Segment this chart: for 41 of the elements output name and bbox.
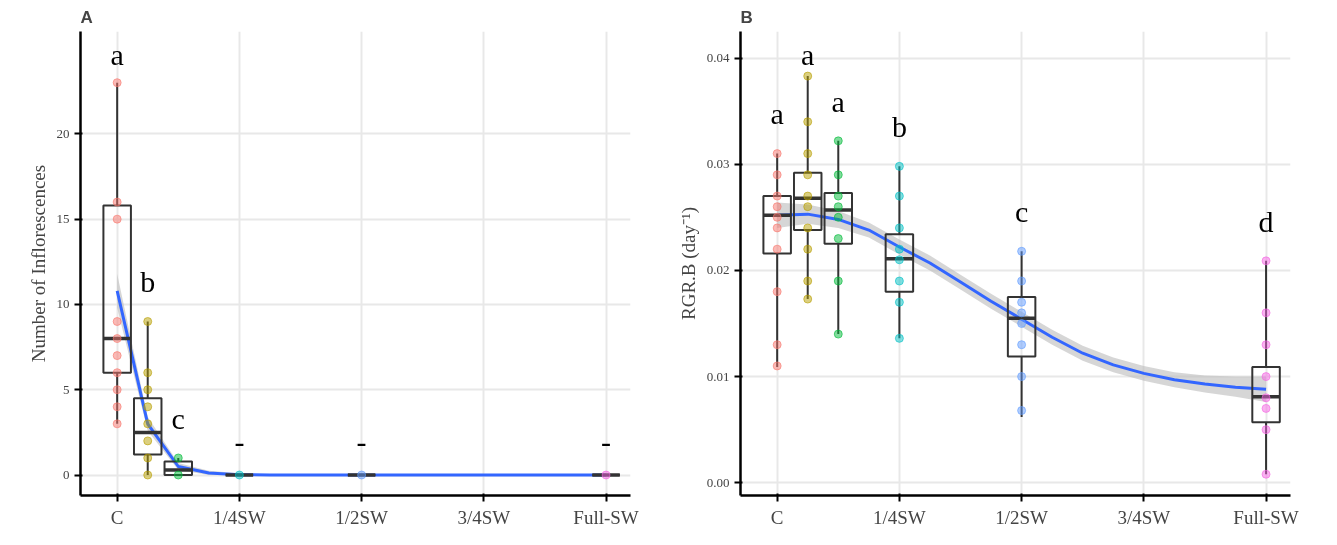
x-tick-label: C bbox=[770, 506, 784, 528]
chart-title: B bbox=[740, 7, 753, 27]
annotation: b bbox=[140, 265, 156, 299]
annotation: - bbox=[601, 424, 612, 458]
y-tick-label: 0.02 bbox=[706, 262, 730, 278]
annotation: b bbox=[891, 110, 907, 144]
x-tick-label: Full-SW bbox=[573, 506, 639, 528]
annotation: - bbox=[356, 424, 367, 458]
annotation: c bbox=[171, 401, 185, 435]
x-tick-label: 1/4SW bbox=[873, 506, 926, 528]
y-tick-label: 0.00 bbox=[706, 474, 730, 490]
y-tick-label: 15 bbox=[56, 211, 70, 227]
x-tick-label: 3/4SW bbox=[1117, 506, 1171, 528]
annotation: d bbox=[1258, 204, 1274, 238]
y-tick-label: 5 bbox=[63, 381, 70, 397]
y-tick-label: 10 bbox=[56, 296, 70, 312]
y-axis-title: Number of Inflorescences bbox=[27, 164, 49, 363]
x-tick-label: Full-SW bbox=[1233, 506, 1299, 528]
x-tick-label: 3/4SW bbox=[457, 506, 511, 528]
chart-title: A bbox=[80, 7, 93, 27]
y-tick-label: 0.01 bbox=[706, 368, 730, 384]
y-tick-label: 0 bbox=[63, 467, 70, 483]
x-tick-label: 1/4SW bbox=[213, 506, 266, 528]
x-tick-label: C bbox=[110, 506, 124, 528]
annotation: a bbox=[801, 37, 815, 71]
point bbox=[357, 470, 367, 480]
x-tick-label: 1/2SW bbox=[995, 506, 1049, 528]
point bbox=[112, 419, 122, 429]
point bbox=[234, 470, 244, 480]
point bbox=[112, 402, 122, 412]
y-tick-label: 0.03 bbox=[706, 156, 730, 172]
annotation: a bbox=[110, 37, 124, 71]
y-axis-title: RGR.B (day⁻¹) bbox=[677, 206, 700, 321]
annotation: a bbox=[770, 97, 784, 131]
y-tick-label: 20 bbox=[56, 125, 70, 141]
y-tick-label: 0.04 bbox=[706, 50, 730, 66]
annotation: - bbox=[234, 424, 245, 458]
annotation: a bbox=[831, 84, 845, 118]
x-tick-label: 1/2SW bbox=[335, 506, 389, 528]
point bbox=[601, 470, 611, 480]
annotation: c bbox=[1014, 195, 1029, 229]
